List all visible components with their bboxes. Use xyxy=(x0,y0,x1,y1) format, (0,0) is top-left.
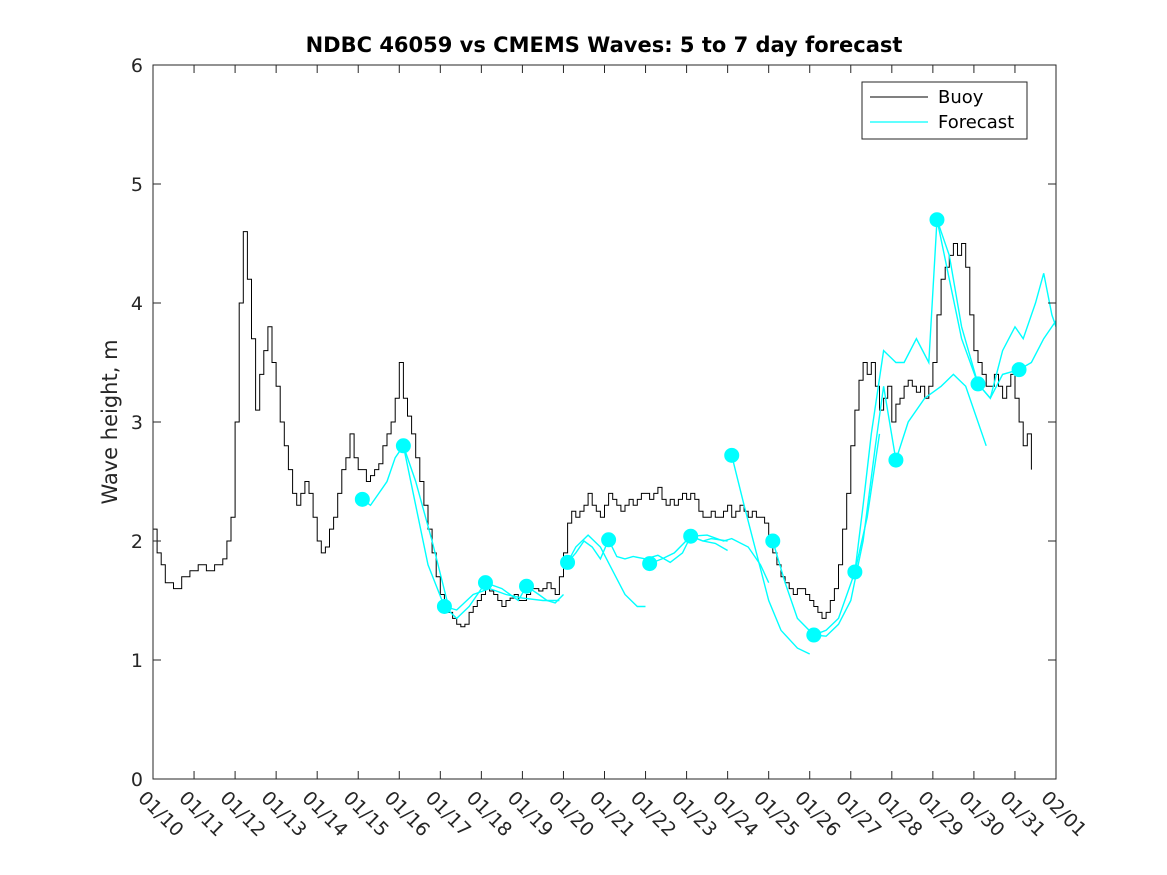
forecast-marker-4 xyxy=(519,578,535,594)
forecast-marker-0 xyxy=(354,491,370,507)
forecast-marker-1 xyxy=(395,438,411,454)
y-tick-label: 5 xyxy=(131,174,143,196)
forecast-series-line-10 xyxy=(854,219,1056,572)
forecast-marker-9 xyxy=(724,447,740,463)
series-group xyxy=(153,212,1056,655)
y-tick-label: 0 xyxy=(131,769,143,791)
forecast-marker-8 xyxy=(683,528,699,544)
forecast-marker-7 xyxy=(642,556,658,572)
forecast-marker-14 xyxy=(929,212,945,228)
forecast-marker-11 xyxy=(806,627,822,643)
legend-box xyxy=(861,81,1028,140)
y-tick-label: 2 xyxy=(131,531,143,553)
forecast-marker-2 xyxy=(436,598,452,614)
forecast-marker-15 xyxy=(970,376,986,392)
legend-forecast-label: Forecast xyxy=(938,112,1014,133)
y-tick-label: 6 xyxy=(131,55,143,77)
forecast-series-line-11 xyxy=(936,219,1056,400)
forecast-series-line-8 xyxy=(772,433,881,636)
forecast-series-line-0 xyxy=(361,444,450,607)
legend-buoy-label: Buoy xyxy=(938,87,984,108)
y-tick-label: 4 xyxy=(131,293,143,315)
forecast-series-line-7 xyxy=(731,455,811,655)
y-tick-label: 3 xyxy=(131,412,143,434)
chart-title: NDBC 46059 vs CMEMS Waves: 5 to 7 day fo… xyxy=(306,33,903,57)
forecast-marker-5 xyxy=(560,554,576,570)
forecast-marker-10 xyxy=(765,533,781,549)
forecast-marker-3 xyxy=(477,575,493,591)
forecast-series-line-1 xyxy=(402,445,564,620)
plot-area xyxy=(153,212,1056,655)
forecast-marker-6 xyxy=(601,532,617,548)
forecast-marker-13 xyxy=(888,452,904,468)
forecast-marker-16 xyxy=(1011,362,1027,378)
forecast-marker-12 xyxy=(847,564,863,580)
buoy-series-line xyxy=(153,231,1032,628)
forecast-series-line-4 xyxy=(566,534,646,608)
y-axis-label: Wave height, m xyxy=(98,339,122,504)
y-tick-label: 1 xyxy=(131,650,143,672)
forecast-series-line-6 xyxy=(690,534,770,583)
forecast-series-line-2 xyxy=(444,587,560,611)
legend: Buoy Forecast xyxy=(861,81,1028,140)
